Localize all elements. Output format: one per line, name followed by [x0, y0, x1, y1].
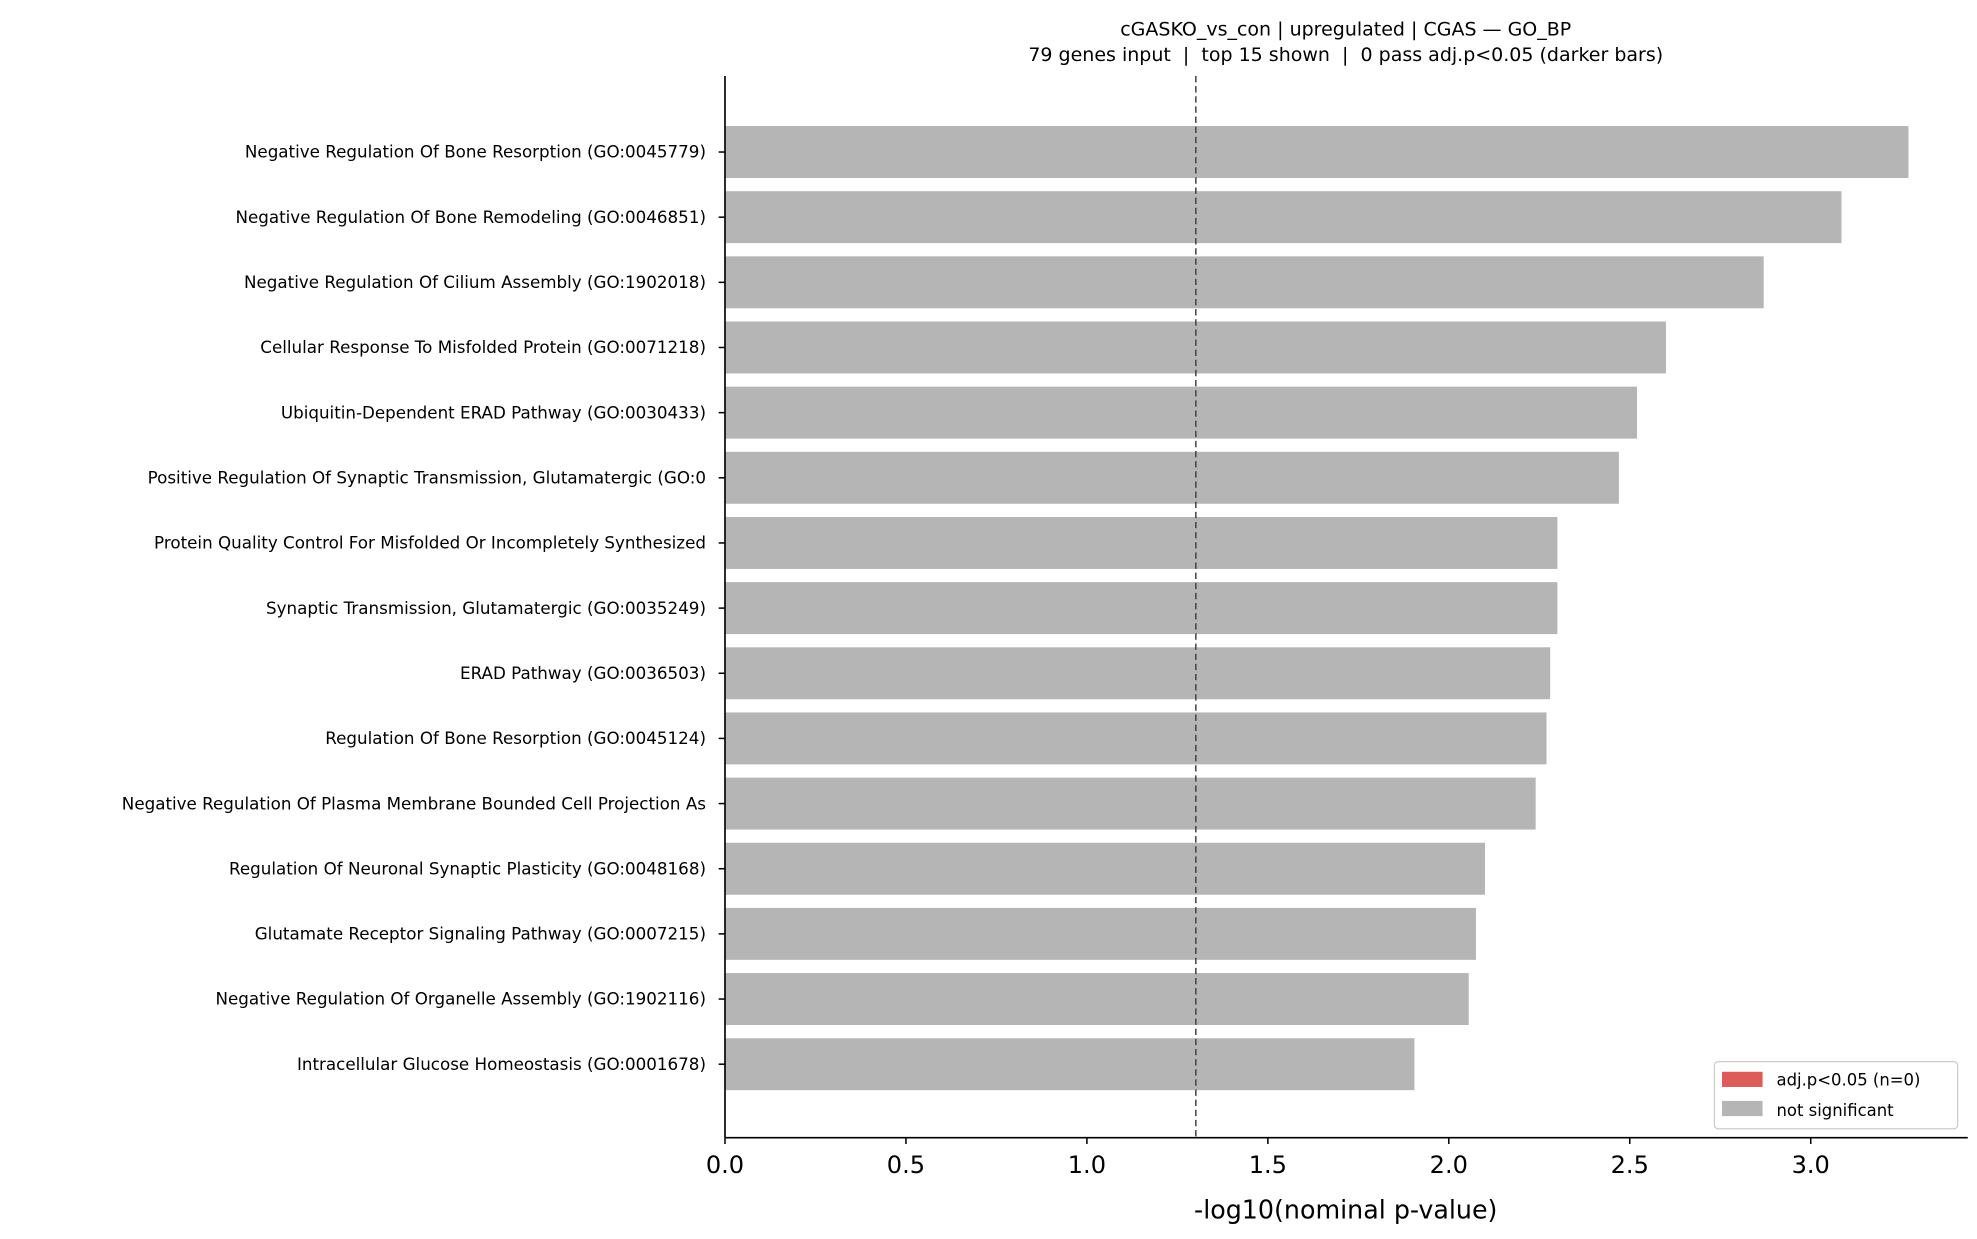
y-tick-label: Negative Regulation Of Cilium Assembly (… [244, 272, 706, 292]
bar [724, 777, 1536, 830]
bar [724, 256, 1764, 309]
bar [724, 386, 1638, 439]
y-tick-label: Intracellular Glucose Homeostasis (GO:00… [297, 1054, 706, 1074]
x-tick-label: 3.0 [1792, 1151, 1830, 1179]
y-tick-label: Regulation Of Neuronal Synaptic Plastici… [229, 858, 706, 878]
y-tick-label: Negative Regulation Of Plasma Membrane B… [122, 793, 706, 813]
y-tick-label: Negative Regulation Of Organelle Assembl… [215, 989, 706, 1009]
x-tick-label: 2.0 [1430, 1151, 1468, 1179]
chart-subtitle: 79 genes input | top 15 shown | 0 pass a… [1028, 44, 1663, 66]
bar [724, 126, 1909, 178]
chart-title: cGASKO_vs_con | upregulated | CGAS — GO_… [1120, 18, 1571, 40]
bar [724, 907, 1476, 960]
legend-swatch-significant [1722, 1071, 1763, 1087]
y-tick-label: Ubiquitin-Dependent ERAD Pathway (GO:003… [281, 402, 706, 422]
legend-label-significant: adj.p<0.05 (n=0) [1776, 1071, 1920, 1090]
y-tick-label: Negative Regulation Of Bone Remodeling (… [235, 207, 706, 227]
bar [724, 973, 1469, 1026]
x-tick-label: 0.5 [887, 1151, 925, 1179]
y-tick-label: Glutamate Receptor Signaling Pathway (GO… [255, 924, 706, 944]
bar [724, 842, 1486, 895]
x-axis-label: -log10(nominal p-value) [1194, 1195, 1497, 1225]
bar [724, 191, 1842, 244]
y-tick-label: Negative Regulation Of Bone Resorption (… [245, 142, 706, 162]
legend-label-not-significant: not significant [1776, 1101, 1894, 1120]
y-tick-label: Positive Regulation Of Synaptic Transmis… [148, 468, 706, 488]
bar [724, 451, 1619, 504]
y-tick-label: Synaptic Transmission, Glutamatergic (GO… [266, 598, 706, 618]
x-tick-label: 2.5 [1611, 1151, 1649, 1179]
y-tick-label: Protein Quality Control For Misfolded Or… [154, 533, 706, 553]
x-tick-label: 1.0 [1068, 1151, 1106, 1179]
legend-swatch-not-significant [1722, 1100, 1763, 1117]
bar [724, 582, 1558, 635]
x-tick-label: 1.5 [1249, 1151, 1287, 1179]
bar [724, 516, 1558, 569]
y-tick-label: Regulation Of Bone Resorption (GO:004512… [325, 728, 706, 748]
y-tick-label: ERAD Pathway (GO:0036503) [460, 663, 706, 683]
legend: adj.p<0.05 (n=0) not significant [1713, 1061, 1959, 1130]
x-tick-label: 0.0 [706, 1151, 744, 1179]
bar [724, 1038, 1415, 1091]
y-tick-label: Cellular Response To Misfolded Protein (… [260, 337, 706, 357]
bar [724, 647, 1551, 700]
bar [724, 712, 1547, 765]
